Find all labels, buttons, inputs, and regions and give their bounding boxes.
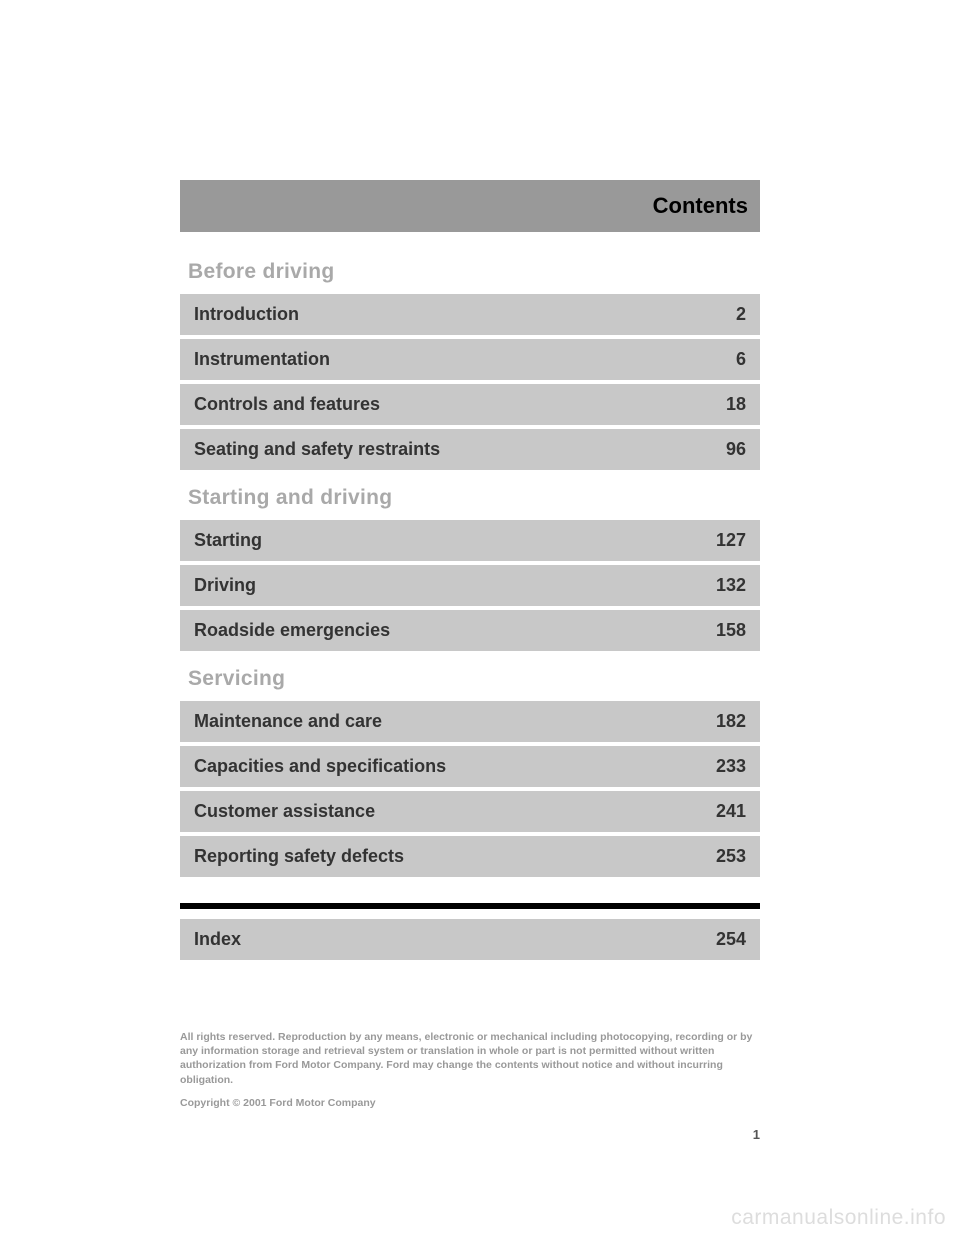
toc-label: Capacities and specifications [194,756,446,777]
header-bar: Contents [180,180,760,232]
toc-label: Driving [194,575,256,596]
toc-page: 158 [716,620,746,641]
section-heading: Before driving [180,250,760,294]
index-label: Index [194,929,241,950]
toc-label: Controls and features [194,394,380,415]
toc-row: Controls and features 18 [180,384,760,429]
toc-row: Roadside emergencies 158 [180,610,760,651]
toc-row: Customer assistance 241 [180,791,760,836]
section-servicing: Servicing Maintenance and care 182 Capac… [180,657,760,877]
divider-bar [180,903,760,909]
page-title: Contents [653,193,748,219]
legal-text: All rights reserved. Reproduction by any… [180,1030,760,1087]
section-heading: Servicing [180,657,760,701]
toc-label: Maintenance and care [194,711,382,732]
toc-row: Capacities and specifications 233 [180,746,760,791]
copyright-text: Copyright © 2001 Ford Motor Company [180,1097,760,1109]
toc-page: 241 [716,801,746,822]
toc-row: Maintenance and care 182 [180,701,760,746]
section-starting-driving: Starting and driving Starting 127 Drivin… [180,476,760,651]
toc-label: Customer assistance [194,801,375,822]
toc-row: Starting 127 [180,520,760,565]
section-heading: Starting and driving [180,476,760,520]
index-page: 254 [716,929,746,950]
toc-label: Starting [194,530,262,551]
toc-page: 96 [726,439,746,460]
toc-label: Roadside emergencies [194,620,390,641]
toc-row: Seating and safety restraints 96 [180,429,760,470]
toc-page: 132 [716,575,746,596]
toc-page: 182 [716,711,746,732]
toc-page: 127 [716,530,746,551]
toc-page: 2 [736,304,746,325]
page-number: 1 [180,1127,760,1142]
toc-row: Driving 132 [180,565,760,610]
toc-label: Seating and safety restraints [194,439,440,460]
section-before-driving: Before driving Introduction 2 Instrument… [180,250,760,470]
toc-page: 6 [736,349,746,370]
toc-page: 233 [716,756,746,777]
toc-page: 18 [726,394,746,415]
toc-label: Instrumentation [194,349,330,370]
toc-label: Reporting safety defects [194,846,404,867]
index-row: Index 254 [180,919,760,960]
toc-row: Introduction 2 [180,294,760,339]
toc-row: Reporting safety defects 253 [180,836,760,877]
toc-row: Instrumentation 6 [180,339,760,384]
toc-label: Introduction [194,304,299,325]
watermark-text: carmanualsonline.info [731,1206,946,1230]
toc-page: 253 [716,846,746,867]
contents-page: Contents Before driving Introduction 2 I… [180,180,760,1142]
